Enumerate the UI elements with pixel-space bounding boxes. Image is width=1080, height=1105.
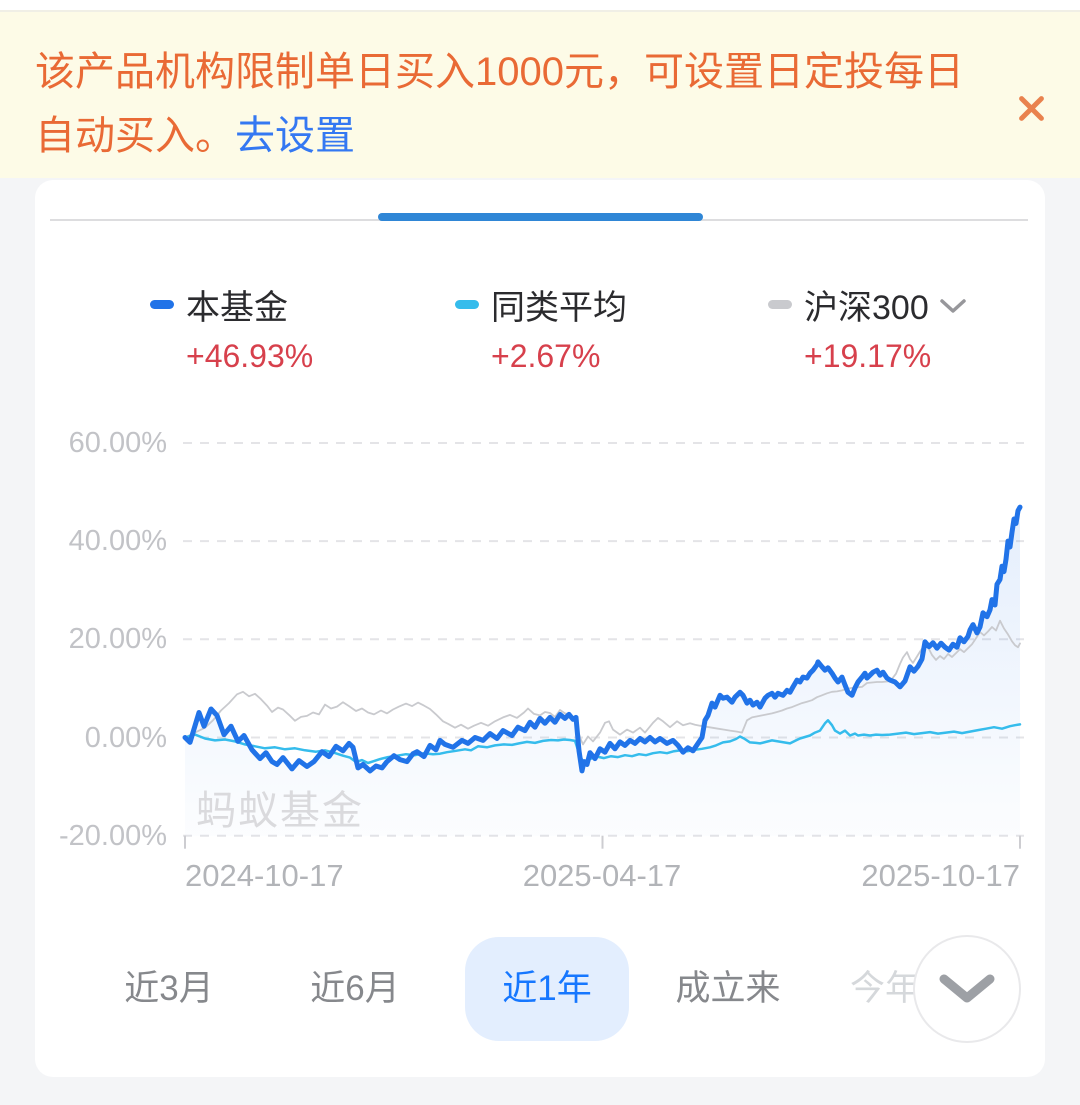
y-axis-label: 0.00% [84,721,167,754]
x-axis-label: 2024-10-17 [185,858,344,893]
banner-message: 该产品机构限制单日买入1000元，可设置日定投每日 自动买入。去设置 [35,40,985,168]
chevron-down-icon [939,974,995,1003]
top-strip [0,0,1080,10]
period-tab-2[interactable]: 近6月 [310,969,400,1008]
legend-label: 沪深300 [804,288,929,327]
legend-label: 本基金 [186,288,288,327]
legend-return-value: +46.93% [186,338,314,374]
expand-periods-button[interactable] [913,935,1021,1043]
y-axis-label: -20.00% [58,819,167,852]
period-tab-4[interactable]: 成立来 [675,969,781,1008]
y-axis-label: 20.00% [68,623,167,656]
legend-dash-icon [150,299,174,309]
period-tab-5[interactable]: 今年 [849,969,920,1008]
y-axis-label: 60.00% [68,426,167,459]
legend-return-value: +19.17% [804,338,932,374]
period-tab-3[interactable]: 近1年 [465,937,629,1041]
legend-item-csi300[interactable]: 沪深300 +19.17% [768,282,967,375]
y-axis-label: 40.00% [68,525,167,558]
close-icon[interactable] [1007,84,1055,132]
watermark: 蚂蚁基金 [196,789,364,833]
legend-label: 同类平均 [491,288,627,327]
active-tab-indicator[interactable] [378,213,703,221]
period-tab-1[interactable]: 近3月 [124,969,214,1008]
legend-item-peer-average[interactable]: 同类平均 +2.67% [455,282,627,375]
banner-message-line2: 自动买入。 [35,114,235,158]
x-axis-label: 2025-10-17 [861,858,1020,893]
banner-message-line1: 该产品机构限制单日买入1000元，可设置日定投每日 [35,50,964,94]
chevron-down-icon [939,298,966,313]
legend-dash-icon [768,299,792,309]
restriction-banner: 该产品机构限制单日买入1000元，可设置日定投每日 自动买入。去设置 [0,10,1080,178]
legend-dash-icon [455,299,479,309]
x-axis-label: 2025-04-17 [522,858,682,893]
legend-return-value: +2.67% [491,338,601,374]
go-setup-link[interactable]: 去设置 [235,114,355,158]
legend-item-fund[interactable]: 本基金 +46.93% [150,282,313,375]
